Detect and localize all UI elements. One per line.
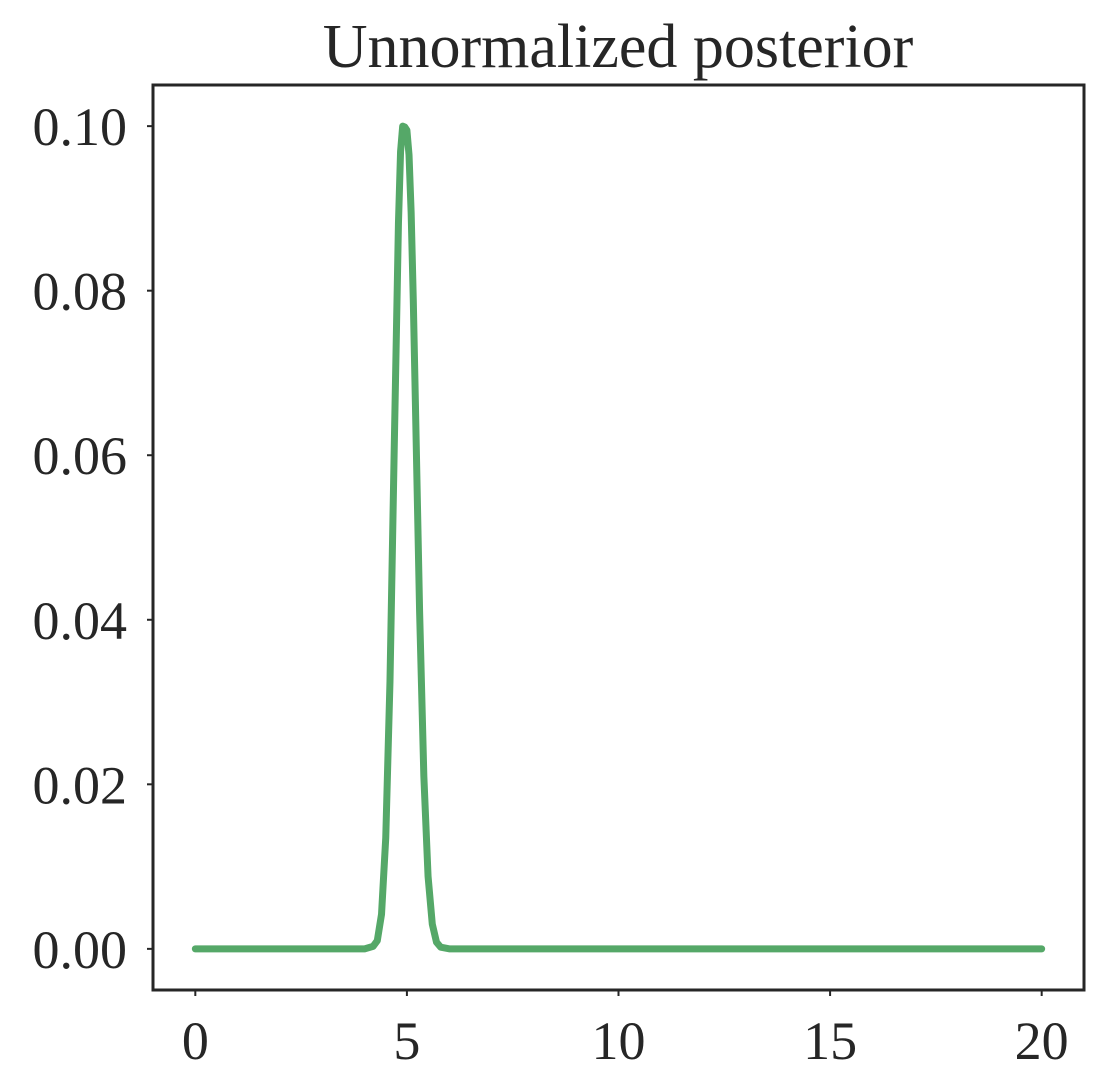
- y-tick-label: 0.10: [33, 97, 128, 157]
- chart-title: Unnormalized posterior: [323, 13, 914, 81]
- plot-background: [153, 85, 1084, 990]
- x-tick-label: 0: [182, 1011, 209, 1071]
- y-tick-label: 0.02: [33, 755, 128, 815]
- x-tick-label: 20: [1015, 1011, 1069, 1071]
- y-axis: 0.00 0.02 0.04 0.06 0.08 0.10: [33, 97, 153, 980]
- series-line-0: [191, 122, 1046, 953]
- y-tick-label: 0.04: [33, 591, 128, 651]
- y-tick-label: 0.06: [33, 426, 128, 486]
- x-tick-label: 10: [592, 1011, 646, 1071]
- x-axis: 0 5 10 15 20: [182, 990, 1069, 1071]
- y-tick-label: 0.00: [33, 920, 128, 980]
- x-tick-label: 5: [393, 1011, 420, 1071]
- y-tick-label: 0.08: [33, 262, 128, 322]
- x-tick-label: 15: [803, 1011, 857, 1071]
- line-layer: [191, 122, 1046, 953]
